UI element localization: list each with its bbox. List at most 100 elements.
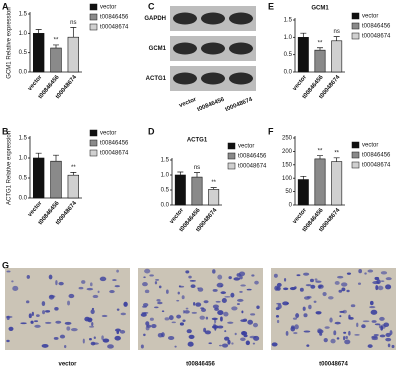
cell (283, 287, 289, 291)
cell (182, 319, 186, 322)
cell (385, 337, 392, 342)
cell (380, 271, 388, 275)
cell (143, 333, 146, 337)
legend-swatch (227, 142, 236, 150)
blot-lane-label: vector (178, 97, 198, 110)
cell (375, 285, 379, 291)
y-tick-label: 0.0 (19, 196, 28, 202)
y-tick-label: 100 (282, 176, 293, 182)
error-bar (70, 27, 77, 38)
cell (45, 310, 51, 313)
cell (68, 293, 75, 299)
cell (371, 320, 377, 323)
cell (214, 318, 217, 324)
cell (369, 306, 376, 309)
blot-band (201, 72, 225, 85)
cell (224, 336, 230, 341)
y-tick-label: 1.5 (19, 136, 28, 142)
blot-band (173, 42, 197, 55)
significance: ns (194, 165, 200, 171)
cell (167, 335, 175, 341)
cell (361, 324, 366, 329)
cell (362, 320, 370, 323)
bar (67, 36, 80, 73)
cell (220, 291, 227, 295)
cell (212, 304, 219, 309)
cell (45, 321, 52, 324)
error-bar (177, 171, 184, 175)
cell (378, 324, 381, 329)
bar (208, 189, 220, 206)
cell (241, 310, 244, 314)
error-bar (53, 154, 59, 162)
cell (373, 334, 379, 337)
cell (380, 325, 384, 331)
cell (179, 322, 184, 326)
cell (336, 337, 340, 340)
cell (36, 314, 40, 317)
y-tick-label: 1.5 (161, 158, 170, 164)
cell (55, 320, 62, 324)
cell (149, 274, 154, 277)
legend-label: t00048674 (362, 34, 391, 40)
cell (277, 303, 282, 309)
cell (345, 335, 348, 340)
cell (216, 282, 224, 288)
cell (201, 308, 207, 313)
cell (302, 306, 306, 311)
cell (66, 326, 71, 331)
cell (220, 316, 223, 322)
cell (376, 279, 381, 285)
cell (161, 332, 165, 338)
cell (188, 334, 195, 339)
cell (310, 284, 316, 289)
cell (295, 313, 300, 318)
legend-label: t00846456 (100, 15, 129, 21)
cell (12, 285, 19, 292)
cell (67, 300, 71, 306)
cell (337, 275, 344, 279)
cell (293, 331, 298, 335)
cell (182, 309, 185, 314)
cell (114, 285, 120, 288)
blot-band (201, 42, 225, 55)
cell (343, 335, 346, 341)
legend-swatch (351, 22, 360, 30)
cell (364, 272, 367, 275)
cell (387, 343, 391, 348)
cell (99, 276, 107, 282)
y-tick-label: 200 (282, 149, 293, 155)
cell (369, 300, 374, 306)
cell (385, 277, 392, 281)
cell (92, 294, 99, 299)
y-tick-label: 0 (289, 203, 293, 209)
cell (303, 313, 308, 318)
cell (161, 310, 165, 313)
error-bar (53, 44, 59, 49)
cell (338, 289, 343, 293)
cell (188, 275, 192, 279)
cell (292, 317, 298, 320)
legend-swatch (89, 23, 98, 31)
legend-swatch (227, 162, 236, 170)
cell (89, 338, 92, 341)
cell (251, 274, 255, 277)
cell (358, 268, 363, 274)
cell (186, 329, 192, 334)
cell (383, 322, 390, 328)
cell (157, 301, 163, 305)
cell (319, 332, 323, 336)
cell (385, 332, 391, 337)
cell (227, 339, 231, 345)
cell (154, 306, 159, 309)
cell (168, 315, 174, 321)
cell (115, 328, 121, 332)
cell (149, 317, 154, 321)
error-bar (35, 29, 42, 34)
cell (370, 309, 378, 315)
blot-lane-label: t00846456 (196, 97, 225, 114)
cell (195, 302, 202, 307)
cell (367, 344, 373, 348)
cell (34, 324, 41, 328)
legend-label: vector (362, 14, 378, 20)
